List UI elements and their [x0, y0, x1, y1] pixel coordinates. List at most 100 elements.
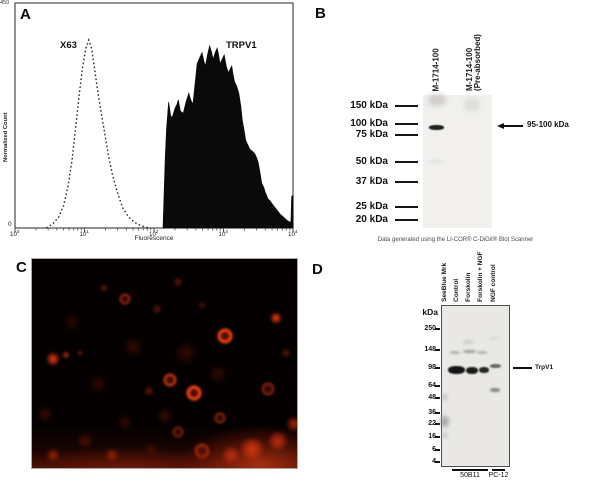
lane-label: M-1714-100 (Pre-absorbed) [464, 34, 483, 91]
protein-band [490, 388, 500, 392]
panel-d-western-blot: D kDa 25014898644836221664 SeeBlue MrkCo… [300, 250, 600, 480]
panel-c-immunofluorescence: C [0, 250, 300, 480]
lane-label: M-1714-100 [431, 47, 441, 91]
mw-marker-dash [435, 436, 440, 438]
fluorescence-micrograph [31, 258, 298, 469]
mw-marker-dash [435, 367, 440, 369]
mw-marker-label: 16 [428, 433, 436, 440]
panel-d-label: D [312, 261, 323, 278]
scanner-caption: Data generated using the LI-COR® C-DiGit… [377, 237, 534, 243]
mw-marker-dash [395, 104, 418, 108]
x-axis-tick-label: 103 [218, 229, 228, 239]
panel-b-label: B [315, 5, 326, 22]
mw-marker-label: 150 kDa [350, 100, 388, 111]
mw-marker-dash [435, 385, 440, 387]
mw-marker-label: 6 [432, 446, 436, 453]
panel-a-label: A [20, 6, 31, 23]
x-axis-tick-label: 102 [149, 229, 159, 239]
mw-marker-dash [435, 349, 440, 351]
protein-band [441, 394, 448, 400]
mw-marker-label: 36 [428, 409, 436, 416]
blot-membrane [441, 305, 510, 467]
protein-band [479, 367, 489, 373]
lane-label: Forskolin + NGF [476, 251, 484, 302]
protein-band [464, 98, 480, 111]
mw-marker-dash [435, 423, 440, 425]
mw-marker-dash [435, 397, 440, 399]
panel-b-western-blot: B 150 kDa 100 kDa 75 kDa 50 kDa 37 kDa 25 kDa… [300, 0, 600, 250]
series-label-x63: X63 [60, 40, 77, 51]
cell-line-group-label: 50B11 [460, 472, 480, 479]
protein-band [463, 340, 474, 344]
mw-marker-label: 4 [432, 458, 436, 465]
series-label-trpv1: TRPV1 [226, 40, 257, 51]
y-axis-max-tick: 450 [0, 0, 10, 6]
tick-exponent: 2 [155, 229, 159, 234]
mw-marker-dash [395, 205, 418, 209]
mw-marker-label: 75 kDa [355, 129, 388, 140]
mw-marker-label: 25 kDa [355, 201, 388, 212]
mw-marker-dash [435, 461, 440, 463]
y-axis-title: Normalized Count [3, 112, 9, 162]
protein-band [466, 367, 478, 374]
tick-exponent: 4 [294, 229, 298, 234]
trpv1-histogram [162, 44, 294, 229]
band-size-annotation: 95-100 kDa [527, 120, 569, 129]
mw-marker-dash [395, 160, 418, 164]
lane-label: Control [452, 278, 460, 302]
x-axis-title: Fluorescence [134, 235, 174, 242]
cell-line-group-underline [452, 469, 488, 471]
mw-marker-dash [395, 133, 418, 137]
mw-marker-dash [435, 412, 440, 414]
trpv1-pointer-line [513, 367, 532, 370]
mw-marker-label: 148 [424, 346, 436, 353]
cell-line-group-underline [492, 469, 505, 471]
fluorescence-glow [32, 259, 297, 468]
protein-band [440, 416, 449, 427]
protein-band [428, 94, 446, 106]
mw-marker-label: 22 [428, 420, 436, 427]
lane-label: SeeBlue Mrk [440, 262, 448, 302]
protein-band [429, 160, 443, 163]
x-axis-tick-label: 101 [79, 229, 89, 239]
mw-marker-label: 98 [428, 364, 436, 371]
mw-marker-dash [395, 122, 418, 126]
x-axis-tick-label: 100 [10, 229, 20, 239]
protein-band [441, 432, 448, 438]
y-axis-min-tick: 0 [8, 221, 12, 228]
left-arrow-icon [497, 122, 504, 129]
mw-marker-label: 250 [424, 325, 436, 332]
trpv1-annotation: TrpV1 [535, 364, 554, 371]
mw-marker-dash [395, 180, 418, 184]
panel-a-flow-cytometry: A 450 0 Normalized Count Fluorescence X6… [0, 0, 300, 250]
x63-curve [45, 38, 149, 229]
mw-marker-dash [395, 218, 418, 222]
protein-band [477, 351, 487, 354]
protein-band [489, 337, 499, 340]
tick-exponent: 0 [16, 229, 20, 234]
lane-label: NGF control [489, 264, 497, 302]
mw-marker-label: 64 [428, 382, 436, 389]
mw-marker-label: 37 kDa [355, 176, 388, 187]
kda-axis-label: kDa [422, 307, 438, 317]
x-axis-tick-label: 104 [288, 229, 298, 239]
protein-band [429, 125, 444, 130]
protein-band [450, 351, 460, 354]
mw-marker-dash [435, 328, 440, 330]
protein-band [448, 366, 465, 374]
mw-marker-label: 48 [428, 394, 436, 401]
cell-line-group-label: PC-12 [488, 472, 509, 479]
tick-exponent: 1 [86, 229, 89, 234]
protein-band [490, 364, 501, 368]
mw-marker-label: 100 kDa [350, 118, 388, 129]
mw-marker-label: 50 kDa [355, 156, 388, 167]
protein-band [463, 350, 476, 353]
mw-marker-label: 20 kDa [355, 214, 388, 225]
lane-label: Forskolin [464, 272, 472, 302]
tick-exponent: 3 [225, 229, 228, 234]
mw-marker-dash [435, 449, 440, 451]
flow-histogram-plot [14, 2, 294, 233]
arrow-tail [503, 124, 523, 128]
panel-c-label: C [16, 259, 27, 276]
